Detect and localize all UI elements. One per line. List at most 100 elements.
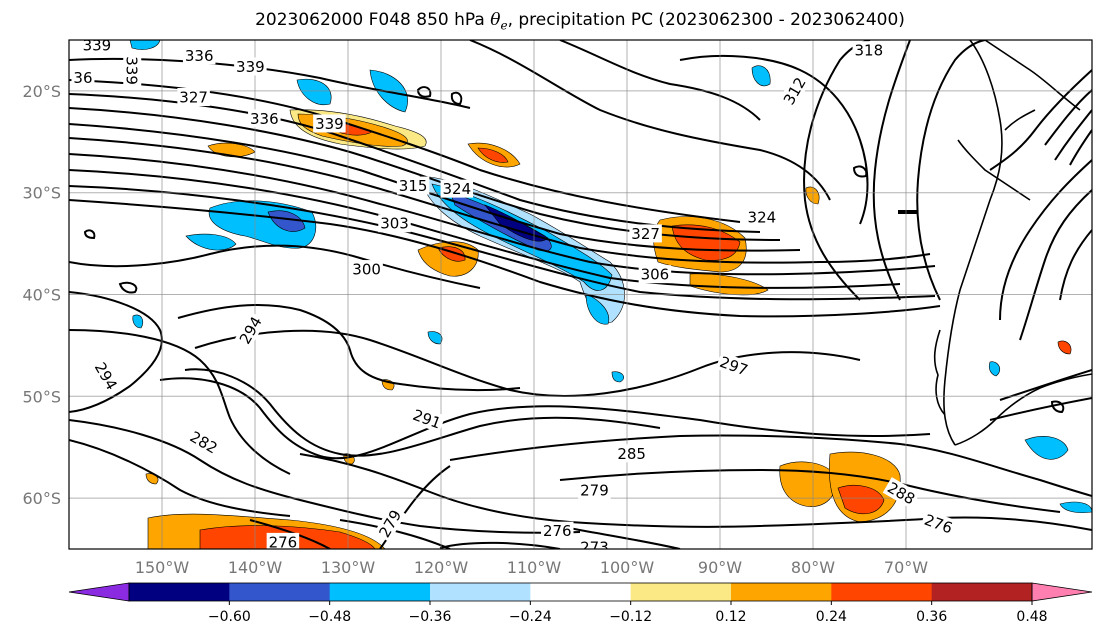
contour-label: 36 — [71, 68, 95, 87]
precip-negative-area — [1024, 436, 1069, 460]
precip-negative-area — [585, 293, 610, 325]
contour-label: 285 — [615, 444, 648, 463]
lat-tick-label: 30°S — [22, 184, 61, 203]
contour-labels: 339 336 339 36 327 339 336 339 315 324 303 300 327 32… — [71, 37, 957, 549]
coastline-path — [943, 40, 1003, 446]
lon-tick-label: 140°W — [228, 558, 283, 577]
precip-negative-area — [751, 65, 771, 87]
coastline-path — [984, 40, 1081, 111]
contour-label: 324 — [440, 179, 474, 198]
contour-label: 279 — [578, 480, 611, 499]
contour-line — [339, 519, 451, 549]
contour-line — [989, 69, 1092, 171]
svg-text:306: 306 — [641, 266, 670, 284]
contour-line — [916, 40, 986, 301]
contour-label: 327 — [629, 224, 662, 243]
contour-label: 318 — [852, 41, 886, 60]
svg-text:339: 339 — [315, 115, 344, 133]
contour-label: 276 — [541, 521, 574, 540]
colorbar-cell — [931, 583, 1033, 601]
precip-positive-area — [477, 147, 509, 163]
contour-line — [439, 541, 561, 549]
contour-label: 276 — [266, 532, 300, 549]
precip-negative-area — [427, 331, 443, 345]
precip-positive-area — [1057, 340, 1072, 355]
lat-tick-label: 60°S — [22, 489, 61, 508]
precip-negative-area — [132, 314, 144, 329]
lon-tick-label: 70°W — [884, 558, 928, 577]
latitude-tick-labels: 20°S 30°S 40°S 50°S 60°S — [22, 82, 61, 508]
contour-label: 339 — [234, 57, 267, 76]
colorbar-tick-label: −0.24 — [509, 609, 552, 625]
contour-line — [69, 153, 936, 276]
contour-line — [69, 169, 901, 289]
precip-negative-area — [296, 78, 332, 106]
contour-label: 303 — [378, 214, 411, 233]
contour-line — [1069, 129, 1092, 166]
coastline — [933, 40, 1092, 446]
colorbar-tick-label: 0.48 — [1016, 609, 1047, 625]
contour-line — [177, 303, 521, 392]
contour-line — [69, 185, 936, 301]
contour-line — [69, 439, 291, 517]
svg-text:339: 339 — [123, 56, 141, 85]
contour-line — [568, 527, 681, 549]
lon-tick-label: 120°W — [414, 558, 469, 577]
colorbar-extend-min — [68, 582, 130, 602]
precip-positive-area — [689, 273, 769, 296]
contour-line — [69, 199, 941, 318]
precip-negative-area — [1059, 501, 1092, 514]
svg-text:315: 315 — [399, 177, 428, 195]
contour-line — [1054, 109, 1092, 161]
contour-label: 273 — [578, 537, 611, 549]
colorbar-tick-label: 0.12 — [715, 609, 746, 625]
lon-tick-label: 80°W — [791, 558, 835, 577]
contour-line — [999, 369, 1092, 401]
colorbar-tick-label: 0.24 — [816, 609, 847, 625]
svg-text:327: 327 — [631, 225, 660, 243]
colorbar-cell — [630, 583, 732, 601]
lat-tick-label: 40°S — [22, 286, 61, 305]
contour-label: 324 — [745, 208, 779, 227]
colorbar: −0.60 −0.48 −0.36 −0.24 −0.12 0.12 0.24 0.36 0.4… — [68, 582, 1093, 625]
contour-line — [416, 86, 432, 98]
contour-label: 306 — [638, 265, 672, 284]
colorbar-cell — [329, 583, 431, 601]
contour-line — [69, 291, 163, 413]
colorbar-tick-label: −0.60 — [208, 609, 251, 625]
lat-tick-label: 20°S — [22, 82, 61, 101]
svg-text:276: 276 — [543, 522, 572, 540]
precip-shading — [129, 40, 1092, 549]
colorbar-tick-label: −0.36 — [409, 609, 452, 625]
precip-negative-area — [484, 204, 549, 242]
contour-line — [118, 281, 138, 294]
precip-negative-area — [267, 210, 306, 232]
svg-text:303: 303 — [380, 215, 409, 233]
colorbar-extend-max — [1031, 582, 1093, 602]
svg-text:285: 285 — [617, 445, 646, 463]
svg-text:318: 318 — [854, 42, 883, 60]
contour-label: 339 — [123, 54, 142, 87]
map-frame — [68, 39, 1093, 550]
svg-text:324: 324 — [442, 180, 471, 198]
lon-tick-label: 110°W — [507, 558, 562, 577]
colorbar-tick-label: −0.48 — [308, 609, 351, 625]
colorbar-cell — [229, 583, 331, 601]
coastline-path — [957, 139, 1031, 201]
svg-text:336: 336 — [250, 110, 279, 128]
contour-line — [1019, 189, 1092, 341]
colorbar-tick-label: 0.36 — [916, 609, 947, 625]
svg-text:324: 324 — [748, 209, 777, 227]
contour-line — [450, 91, 463, 106]
contour-label: 339 — [80, 37, 114, 55]
colorbar-cell — [831, 583, 933, 601]
contour-label: 282 — [185, 426, 223, 459]
svg-text:339: 339 — [83, 37, 112, 55]
lon-tick-label: 90°W — [698, 558, 742, 577]
precip-positive-area — [837, 485, 885, 515]
contour-line — [1044, 89, 1092, 146]
contour-line — [559, 40, 761, 121]
svg-text:279: 279 — [580, 481, 609, 499]
precip-negative-area — [185, 233, 237, 251]
contour-line — [69, 244, 481, 289]
